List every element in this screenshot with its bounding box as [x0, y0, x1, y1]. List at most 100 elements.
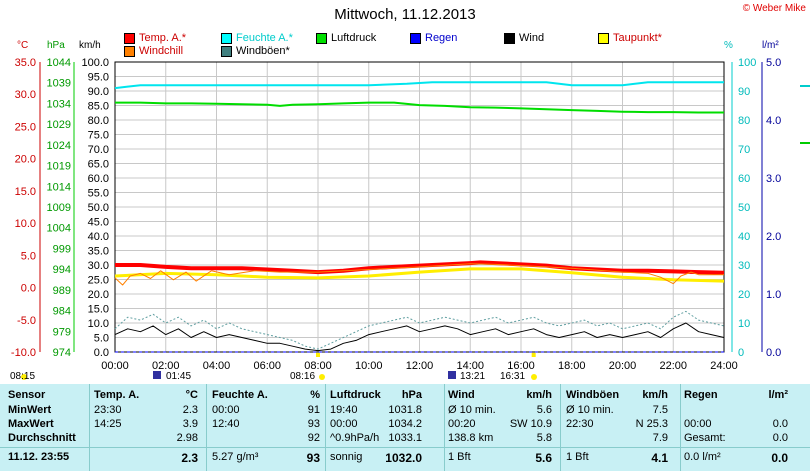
sun-icon	[21, 374, 27, 380]
table-cell: 1 Bft	[566, 451, 589, 463]
rain-tick-label: 5.0	[766, 57, 781, 69]
pressure-tick-label: 1044	[47, 57, 71, 69]
series-line-wind	[114, 322, 725, 352]
x-tick-label: 12:00	[406, 360, 434, 372]
wind-tick-label: 50.0	[88, 202, 109, 214]
moonset-time: 13:21	[460, 371, 486, 382]
humidity-tick-label: 10	[738, 318, 750, 330]
legend-item-2: Luftdruck	[316, 32, 376, 44]
table-row-label: MaxWert	[8, 418, 54, 430]
table-header: %	[310, 389, 320, 401]
humidity-tick-label: 0	[738, 347, 744, 359]
moon-icon	[448, 371, 456, 379]
humidity-tick-label: 50	[738, 202, 750, 214]
wind-tick-label: 55.0	[88, 188, 109, 200]
table-cell: 0.0	[771, 451, 788, 465]
table-cell: 1031.8	[388, 404, 422, 416]
humidity-tick-label: 30	[738, 260, 750, 272]
wind-tick-label: 0.0	[94, 347, 109, 359]
table-header: °C	[185, 389, 198, 401]
legend-swatch	[124, 32, 135, 44]
x-tick-label: 18:00	[558, 360, 586, 372]
table-row-divider	[0, 447, 810, 448]
table-cell: 0.0 l/m²	[684, 451, 721, 463]
temp-tick-label: 5.0	[21, 250, 36, 262]
x-tick-label: 04:00	[203, 360, 231, 372]
chart-title: Mittwoch, 11.12.2013	[334, 6, 476, 23]
copyright-notice: © Weber Mike	[742, 3, 806, 14]
pressure-tick-label: 1009	[47, 202, 71, 214]
rain-tick-label: 1.0	[766, 289, 781, 301]
series-line-feuchtea	[114, 81, 724, 90]
wind-tick-label: 60.0	[88, 173, 109, 185]
pressure-unit-label: hPa	[47, 40, 65, 51]
wind-tick-label: 65.0	[88, 159, 109, 171]
sunset-time: 16:31	[500, 371, 526, 382]
table-cell: Gesamt:	[684, 432, 726, 444]
table-cell: 2.3	[181, 451, 198, 465]
table-cell: N 25.3	[635, 418, 668, 430]
wind-tick-label: 35.0	[88, 246, 109, 258]
table-cell: 91	[307, 404, 320, 416]
table-cell: 22:30	[566, 418, 594, 430]
humidity-tick-label: 80	[738, 115, 750, 127]
table-cell: 0.0	[772, 432, 788, 444]
rain-tick-label: 3.0	[766, 173, 781, 185]
pressure-tick-label: 1029	[47, 119, 71, 131]
legend-label: Taupunkt*	[613, 32, 662, 44]
table-cell: 1 Bft	[448, 451, 471, 463]
table-cell: 19:40	[330, 404, 358, 416]
sunset-marker	[531, 353, 536, 357]
table-header: Feuchte A.	[212, 389, 268, 401]
table-cell: Ø 10 min.	[566, 404, 614, 416]
x-tick-label: 22:00	[659, 360, 687, 372]
table-cell: 5.8	[536, 432, 552, 444]
wind-tick-label: 25.0	[88, 275, 109, 287]
table-row-label: Durchschnitt	[8, 432, 76, 444]
pressure-tick-label: 999	[53, 243, 71, 255]
humidity-tick-label: 70	[738, 144, 750, 156]
legend-label: Luftdruck	[331, 32, 377, 44]
table-cell: 14:25	[94, 418, 122, 430]
wind-tick-label: 85.0	[88, 101, 109, 113]
legend-label: Windböen*	[236, 45, 290, 57]
series-line-taupunkt	[114, 267, 725, 283]
legend-swatch	[124, 45, 135, 57]
table-header: Regen	[684, 389, 718, 401]
wind-tick-label: 40.0	[88, 231, 109, 243]
wind-tick-label: 10.0	[88, 318, 109, 330]
table-cell: 1032.0	[385, 451, 422, 465]
table-separator	[444, 384, 445, 471]
humidity-tick-label: 40	[738, 231, 750, 243]
temp-tick-label: 20.0	[15, 154, 36, 166]
table-header: km/h	[526, 389, 552, 401]
temp-unit-label: °C	[17, 40, 29, 51]
humidity-tick-label: 20	[738, 289, 750, 301]
pressure-tick-label: 1004	[47, 223, 71, 235]
table-header: l/m²	[768, 389, 788, 401]
table-cell: 92	[307, 432, 320, 444]
table-separator	[680, 384, 681, 471]
pressure-tick-label: 974	[53, 347, 71, 359]
table-header: Luftdruck	[330, 389, 381, 401]
wind-unit-label: km/h	[79, 40, 101, 51]
x-tick-label: 08:00	[304, 360, 332, 372]
humidity-tick-label: 100	[738, 57, 756, 69]
table-header: Temp. A.	[94, 389, 140, 401]
legend-item-7: Windböen*	[221, 45, 290, 57]
table-cell: 5.6	[535, 451, 552, 465]
table-cell: 2.3	[182, 404, 198, 416]
moon-icon	[153, 371, 161, 379]
humidity-unit-label: %	[724, 40, 733, 51]
table-header: Sensor	[8, 389, 46, 401]
legend-label: Temp. A.*	[139, 32, 187, 44]
sunrise-marker	[316, 353, 320, 357]
pressure-tick-label: 989	[53, 285, 71, 297]
temp-tick-label: 30.0	[15, 89, 36, 101]
series-line-tempa	[115, 260, 725, 275]
wind-tick-label: 5.0	[94, 333, 109, 345]
table-header: hPa	[401, 389, 422, 401]
legend-label: Wind	[519, 32, 545, 44]
table-cell: 1033.1	[388, 432, 422, 444]
table-cell: 00:00	[212, 404, 240, 416]
